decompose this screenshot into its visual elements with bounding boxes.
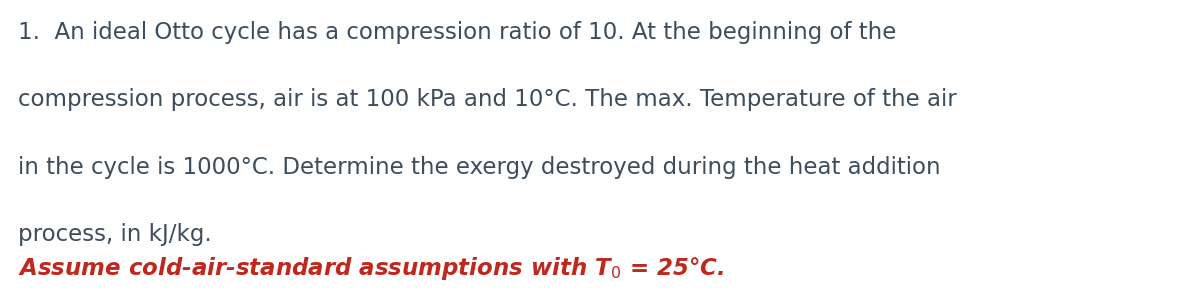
Text: process, in kJ/kg.: process, in kJ/kg. [18,223,212,246]
Text: compression process, air is at 100 kPa and 10°C. The max. Temperature of the air: compression process, air is at 100 kPa a… [18,88,957,111]
Text: in the cycle is 1000°C. Determine the exergy destroyed during the heat addition: in the cycle is 1000°C. Determine the ex… [18,156,940,179]
Text: 1.  An ideal Otto cycle has a compression ratio of 10. At the beginning of the: 1. An ideal Otto cycle has a compression… [18,21,896,44]
Text: Assume cold-air-standard assumptions with T$_{0}$ = 25°C.: Assume cold-air-standard assumptions wit… [18,255,724,282]
